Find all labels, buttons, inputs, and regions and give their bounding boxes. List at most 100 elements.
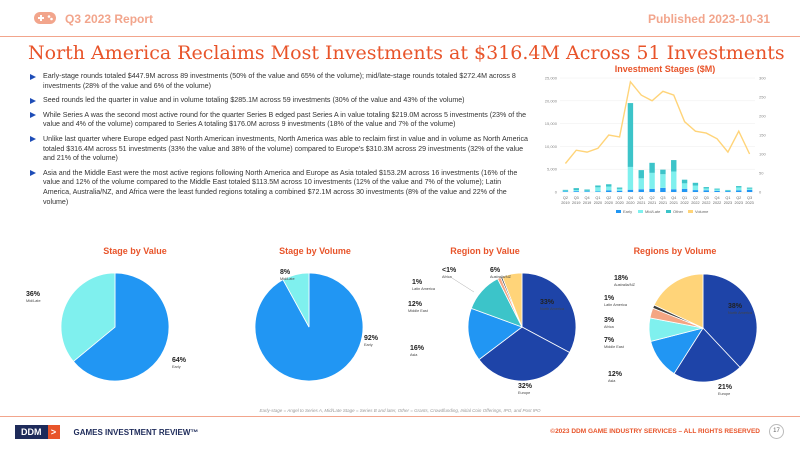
report-label: Q3 2023 Report [65, 12, 154, 26]
legend-swatch [666, 210, 671, 213]
x-tick-label: 2021 [670, 201, 678, 205]
x-tick-label: 2021 [637, 201, 645, 205]
y-tick-label: 15,000 [545, 121, 558, 126]
bar-early [638, 189, 644, 192]
x-tick-label: Q2 [693, 196, 698, 200]
pie-value-label: 64% [172, 357, 187, 364]
brand-logo: DDM > GAMES INVESTMENT REVIEW™ [15, 424, 198, 440]
pie-category-label: Asia [410, 353, 418, 357]
y-tick-label: 20,000 [545, 98, 558, 103]
bar-other [725, 189, 731, 191]
x-tick-label: 2021 [648, 201, 656, 205]
legend-label: Mid/Late [645, 209, 661, 214]
pie-category-label: Asia [608, 379, 616, 383]
bar-other [692, 182, 699, 186]
bar-other [616, 187, 623, 189]
region-volume-pie: 38%North America 21%Europe 12%Asia 7%Middle… [604, 273, 758, 396]
pie-value-label: 36% [26, 291, 41, 298]
pie-category-label: Africa [442, 275, 453, 279]
y-tick-label: 0 [555, 190, 558, 195]
bar-early [584, 191, 590, 192]
y2-tick-label: 150 [759, 133, 766, 138]
pie-category-label: Early [364, 343, 373, 347]
bar-early [660, 187, 666, 192]
stage-value-pie: 64%Early 36%Mid/Late [26, 272, 187, 382]
bar-early [703, 190, 709, 192]
legend-swatch [688, 210, 693, 213]
bar-mid-late [671, 171, 677, 190]
x-tick-label: 2022 [713, 201, 721, 205]
bar-mid-late [681, 183, 688, 189]
bullet-list: Early-stage rounds totaled $447.9M acros… [30, 72, 528, 212]
x-tick-label: Q2 [650, 196, 655, 200]
leader-line [451, 277, 475, 293]
bar-early [627, 189, 634, 192]
x-tick-label: 2020 [626, 201, 634, 205]
x-tick-label: Q1 [682, 196, 687, 200]
x-tick-label: Q1 [725, 196, 730, 200]
bullet-item: Seed rounds led the quarter in value and… [30, 96, 528, 106]
pie-category-label: Latin America [604, 303, 628, 307]
y-tick-label: 5,000 [547, 167, 558, 172]
y2-tick-label: 300 [759, 76, 766, 81]
pie-value-label: 12% [408, 301, 423, 308]
bar-early [595, 191, 601, 192]
x-tick-label: Q1 [595, 196, 600, 200]
bar-early [714, 190, 720, 192]
pie-slice-asia [467, 307, 523, 361]
bar-other [649, 162, 655, 173]
pie-slice-europe [673, 327, 741, 383]
pie-category-label: Europe [518, 391, 530, 395]
pie-value-label: 18% [614, 275, 629, 282]
bar-early [746, 189, 753, 192]
x-tick-label: 2020 [605, 201, 613, 205]
x-tick-label: Q2 [563, 196, 568, 200]
brand-chevron-icon: > [47, 425, 60, 439]
pie-category-label: Early [172, 365, 181, 369]
region-value-title: Region by Value [450, 246, 520, 256]
bar-mid-late [736, 187, 742, 191]
x-tick-label: 2020 [615, 201, 623, 205]
x-tick-label: 2022 [691, 201, 699, 205]
pie-value-label: 92% [364, 335, 379, 342]
x-tick-label: Q4 [628, 196, 633, 200]
pie-slice-australia-nz [653, 273, 704, 329]
y2-tick-label: 200 [759, 114, 766, 119]
y2-tick-label: 0 [759, 190, 762, 195]
brand-ddm: DDM [15, 425, 48, 439]
copyright: ©2023 DDM GAME INDUSTRY SERVICES – ALL R… [550, 428, 760, 435]
pie-slice-mid-late [60, 272, 116, 362]
pie-value-label: 38% [728, 303, 743, 310]
volume-line [564, 80, 751, 164]
bullet-item: While Series A was the second most activ… [30, 111, 528, 130]
bar-early [562, 191, 569, 192]
pie-slice-north-america [702, 273, 758, 368]
pie-category-label: Middle East [408, 309, 429, 313]
y2-tick-label: 50 [759, 171, 764, 176]
pie-value-label: 21% [718, 384, 733, 391]
bar-early [681, 188, 688, 192]
bar-other [562, 189, 569, 191]
bar-early [736, 190, 742, 192]
pie-value-label: 6% [490, 267, 501, 274]
bar-mid-late [573, 190, 579, 192]
bar-mid-late [595, 187, 601, 192]
pie-category-label: Europe [718, 392, 730, 396]
bar-other [595, 185, 601, 188]
bullet-item: Unlike last quarter where Europe edged p… [30, 135, 528, 164]
legend-label: Early [623, 209, 632, 214]
x-tick-label: 2022 [702, 201, 710, 205]
bar-mid-late [627, 166, 634, 190]
bar-early [725, 191, 731, 192]
x-tick-label: Q3 [747, 196, 752, 200]
pie-category-label: Middle East [604, 345, 625, 349]
bar-other [736, 186, 742, 188]
pie-value-label: 3% [604, 317, 615, 324]
bar-early [671, 189, 677, 192]
stage-volume-title: Stage by Volume [279, 246, 351, 256]
bar-other [681, 179, 688, 184]
x-tick-label: 2023 [745, 201, 753, 205]
pie-category-label: Mid/Late [280, 277, 295, 281]
bullet-item: Early-stage rounds totaled $447.9M acros… [30, 72, 528, 91]
pie-value-label: <1% [442, 267, 457, 274]
